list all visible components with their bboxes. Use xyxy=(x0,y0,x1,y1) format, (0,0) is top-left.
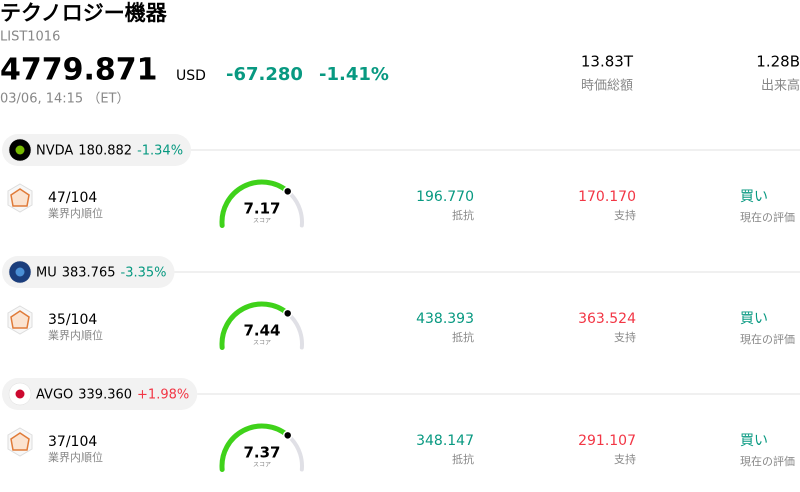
stat-label: 出来高 xyxy=(761,78,800,94)
support-label: 支持 xyxy=(614,452,636,466)
rating: 買い xyxy=(740,311,768,327)
list-code: LIST1016 xyxy=(0,30,60,45)
rank-icon-fill xyxy=(10,188,30,207)
stock-pill[interactable] xyxy=(2,378,198,410)
resistance: 348.147 xyxy=(416,433,474,449)
stat-value: 1.28B xyxy=(756,53,800,71)
stat-value: 13.83T xyxy=(581,53,634,71)
resistance-label: 抵抗 xyxy=(452,330,474,344)
score: 7.44 xyxy=(243,322,280,340)
score: 7.17 xyxy=(243,200,280,218)
gauge-dot xyxy=(282,430,293,441)
rank-icon-fill xyxy=(10,310,30,329)
score: 7.37 xyxy=(243,444,280,462)
index-price: 4779.871 xyxy=(0,53,158,88)
stock-pill[interactable] xyxy=(2,134,192,166)
rank: 47/104 xyxy=(48,190,97,206)
rank: 35/104 xyxy=(48,312,97,328)
stock-logo-mark xyxy=(15,389,25,399)
gauge-fill xyxy=(219,301,291,350)
score-label: スコア xyxy=(253,462,271,469)
stock-change: +1.98% xyxy=(137,388,189,403)
stock-ticker: AVGO xyxy=(36,388,73,403)
gauge-dot xyxy=(282,186,293,197)
support: 363.524 xyxy=(578,311,636,327)
rating-label: 現在の評価 xyxy=(740,210,795,224)
currency: USD xyxy=(176,68,206,84)
resistance-label: 抵抗 xyxy=(452,452,474,466)
stock-change: -1.34% xyxy=(137,144,183,159)
stock-change: -3.35% xyxy=(121,266,167,281)
rank-label: 業界内順位 xyxy=(48,206,103,220)
list-title: テクノロジー機器 xyxy=(0,1,168,25)
rating-label: 現在の評価 xyxy=(740,332,795,346)
support: 170.170 xyxy=(578,189,636,205)
support-label: 支持 xyxy=(614,208,636,222)
gauge-fill xyxy=(219,423,291,472)
rank-icon-fill xyxy=(10,432,30,451)
score-label: スコア xyxy=(253,340,271,347)
index-change-pct: -1.41% xyxy=(319,64,389,85)
stock-ticker: NVDA xyxy=(36,144,73,159)
rank-label: 業界内順位 xyxy=(48,328,103,342)
rating: 買い xyxy=(740,433,768,449)
support-label: 支持 xyxy=(614,330,636,344)
stock-price: 339.360 xyxy=(78,388,132,403)
resistance: 196.770 xyxy=(416,189,474,205)
resistance: 438.393 xyxy=(416,311,474,327)
timestamp: 03/06, 14:15 （ET） xyxy=(0,92,129,107)
gauge-fill xyxy=(219,179,291,228)
stock-logo-mark xyxy=(15,267,25,277)
stock-logo-mark xyxy=(15,145,25,155)
score-label: スコア xyxy=(253,218,271,225)
stat-label: 時価総額 xyxy=(581,79,633,94)
stock-price: 180.882 xyxy=(78,144,132,159)
rating-label: 現在の評価 xyxy=(740,454,795,468)
rating: 買い xyxy=(740,189,768,205)
stock-pill[interactable] xyxy=(2,256,175,288)
stock-price: 383.765 xyxy=(62,266,116,281)
resistance-label: 抵抗 xyxy=(452,208,474,222)
stock-ticker: MU xyxy=(36,266,57,281)
gauge-dot xyxy=(282,308,293,319)
rank-label: 業界内順位 xyxy=(48,450,103,464)
index-change: -67.280 xyxy=(226,64,303,85)
support: 291.107 xyxy=(578,433,636,449)
rank: 37/104 xyxy=(48,434,97,450)
